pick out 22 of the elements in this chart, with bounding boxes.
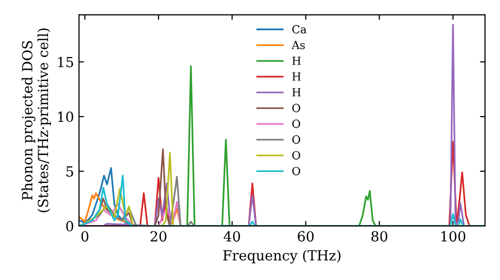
x-tick-label: 60 bbox=[298, 231, 314, 242]
y-tick-label: 15 bbox=[58, 56, 74, 68]
legend-label: H bbox=[292, 56, 301, 65]
x-tick-label: 40 bbox=[224, 231, 240, 242]
y-tick-label: 10 bbox=[58, 112, 74, 122]
legend-label: H bbox=[292, 72, 301, 81]
x-tick-label: 100 bbox=[441, 231, 466, 242]
legend-label: O bbox=[292, 151, 300, 160]
legend-label: O bbox=[292, 104, 300, 112]
legend-label: H bbox=[292, 88, 301, 96]
x-tick-label: 0 bbox=[81, 231, 88, 242]
legend-label: As bbox=[292, 40, 305, 50]
legend-label: Ca bbox=[292, 25, 306, 34]
y-tick-label: 0 bbox=[66, 220, 74, 232]
y-axis-title: Phonon projected DOS (States/THz·primitive cell) bbox=[22, 28, 51, 212]
y-tick-label: 5 bbox=[66, 166, 74, 177]
x-axis-title: Frequency (THz) bbox=[223, 250, 340, 264]
x-tick-label: 80 bbox=[371, 231, 388, 242]
x-tick-label: 20 bbox=[150, 231, 166, 242]
legend-label: O bbox=[292, 135, 300, 144]
legend-label: O bbox=[292, 120, 300, 128]
legend-label: O bbox=[292, 166, 300, 176]
